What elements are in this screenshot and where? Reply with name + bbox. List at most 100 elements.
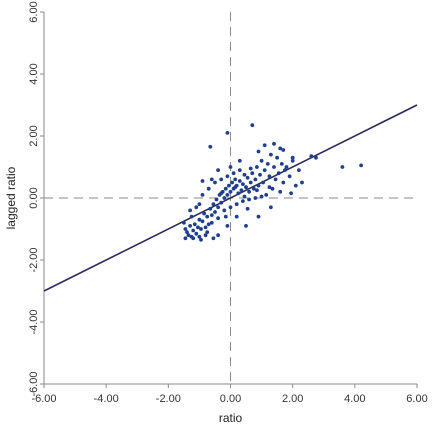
x-tick-label: -2.00: [156, 393, 181, 405]
data-point: [206, 186, 211, 191]
data-point: [197, 202, 202, 207]
data-point: [267, 185, 272, 190]
data-point: [259, 194, 264, 199]
x-tick-label: 0.00: [220, 393, 241, 405]
data-point: [267, 174, 272, 179]
data-point: [200, 179, 205, 183]
data-point: [273, 177, 278, 182]
data-point: [253, 196, 258, 200]
data-point: [253, 177, 258, 182]
data-point: [223, 214, 228, 219]
data-point: [216, 168, 221, 173]
data-point: [209, 220, 214, 225]
data-point: [211, 202, 216, 207]
data-point: [244, 224, 248, 228]
data-point: [183, 236, 188, 241]
data-point: [197, 234, 202, 239]
x-axis-ticks: -6.00 -4.00 -2.00 0.00 2.00 4.00 6.00: [31, 384, 428, 405]
data-point: [256, 149, 261, 154]
data-point: [265, 162, 270, 166]
data-point: [197, 217, 202, 222]
data-point: [255, 188, 259, 193]
data-point: [258, 172, 262, 177]
data-point: [202, 211, 207, 216]
data-point: [276, 171, 281, 176]
data-point: [241, 199, 245, 204]
data-point: [199, 227, 203, 231]
y-tick-label: -4.00: [28, 309, 40, 334]
data-point: [216, 233, 221, 238]
data-point: [237, 168, 242, 173]
data-point: [250, 171, 255, 176]
data-point: [233, 185, 238, 190]
data-point: [261, 180, 265, 185]
data-point: [259, 158, 264, 163]
data-point: [216, 216, 221, 221]
data-point: [182, 220, 186, 225]
x-tick-label: -6.00: [31, 393, 56, 405]
data-point: [237, 158, 242, 163]
data-point: [272, 165, 276, 169]
data-point: [255, 165, 259, 169]
data-point: [219, 177, 224, 182]
data-point: [188, 208, 193, 213]
data-point: [222, 196, 227, 200]
data-point: [245, 175, 250, 180]
data-point: [293, 183, 298, 188]
data-point: [183, 227, 188, 231]
data-point: [225, 174, 230, 179]
data-point: [287, 174, 292, 179]
data-point: [248, 180, 253, 185]
data-point: [340, 165, 345, 169]
data-point: [213, 180, 217, 185]
data-point: [185, 230, 189, 235]
data-point: [244, 185, 248, 190]
data-point: [239, 188, 244, 193]
data-point: [205, 214, 210, 219]
data-point: [234, 202, 239, 207]
data-point: [231, 171, 236, 176]
data-point: [230, 180, 235, 185]
fit-line-group: [43, 104, 418, 292]
data-point: [191, 236, 196, 241]
data-point: [199, 237, 203, 242]
data-point: [281, 180, 286, 185]
data-point: [194, 205, 199, 210]
data-point: [250, 123, 255, 128]
data-point: [245, 206, 250, 211]
data-point: [225, 193, 230, 197]
data-point: [283, 168, 287, 173]
data-point: [192, 222, 197, 227]
data-point: [262, 168, 267, 173]
data-point: [186, 233, 191, 238]
data-point: [200, 193, 205, 197]
data-point: [270, 186, 275, 191]
y-tick-label: -6.00: [28, 371, 40, 396]
data-point: [275, 155, 279, 160]
data-point: [272, 141, 276, 146]
data-point: [228, 189, 233, 194]
data-point: [211, 236, 216, 241]
data-point: [300, 180, 304, 185]
data-point: [228, 165, 233, 169]
x-tick-label: 6.00: [406, 393, 427, 405]
data-point: [209, 177, 214, 182]
x-tick-label: 2.00: [282, 393, 303, 405]
data-point: [225, 224, 230, 228]
data-point: [256, 214, 261, 219]
y-axis-label: lagged ratio: [4, 166, 18, 229]
data-point: [216, 205, 221, 210]
data-point: [279, 162, 284, 166]
data-point: [213, 210, 217, 214]
data-point: [208, 144, 213, 149]
data-point: [242, 172, 247, 177]
data-point: [281, 148, 286, 152]
data-point: [196, 225, 200, 230]
data-point: [297, 168, 301, 173]
data-point: [203, 225, 208, 230]
data-points: [182, 123, 363, 242]
y-tick-label: 0.00: [28, 187, 40, 208]
x-tick-label: -4.00: [94, 393, 119, 405]
data-point: [228, 205, 233, 210]
y-tick-label: -2.00: [28, 247, 40, 272]
